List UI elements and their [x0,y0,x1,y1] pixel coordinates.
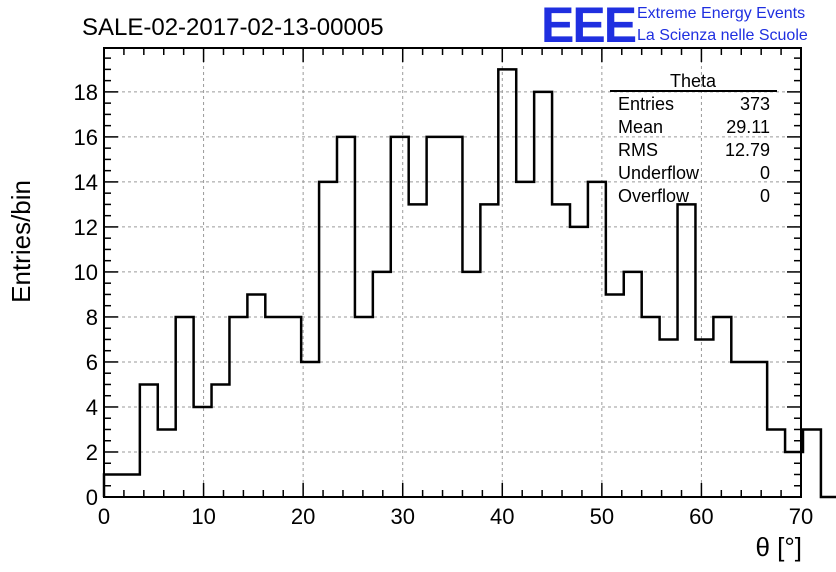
histogram-bin [516,182,534,497]
histogram-bin [337,137,355,497]
eee-logo: EEE Extreme Energy Events La Scienza nel… [541,0,808,53]
histogram-bin [265,317,283,497]
x-axis-label: θ [°] [755,532,802,562]
histogram-bin [713,317,731,497]
y-axis-label: Entries/bin [6,180,36,303]
histogram-bin [570,227,588,497]
stats-title: Theta [670,71,717,91]
histogram-bin [373,272,391,497]
stats-row-value: 0 [760,163,770,183]
histogram-bin [749,362,767,497]
histogram-bin [462,272,480,497]
stats-row-value: 12.79 [725,140,770,160]
histogram-bin [445,137,463,497]
histogram-bin [695,339,713,497]
x-tick-label: 30 [390,504,414,529]
stats-row-label: Underflow [618,163,700,183]
x-tick-label: 50 [590,504,614,529]
y-tick-label: 4 [86,395,98,420]
logo-line-2: La Scienza nelle Scuole [637,27,808,44]
histogram-bin [104,474,122,497]
chart-title: SALE-02-2017-02-13-00005 [82,14,384,41]
histogram-bin [247,294,265,497]
histogram-bin [498,69,516,497]
histogram-bin [588,182,606,497]
logo-line-1: Extreme Energy Events [637,5,805,22]
histogram-bin [140,384,158,497]
stats-row-label: Overflow [618,186,690,206]
stats-row-label: Mean [618,117,663,137]
plot-frame [103,47,802,498]
histogram-bin [301,362,319,497]
y-tick-label: 2 [86,440,98,465]
y-tick-label: 0 [86,485,98,510]
stats-row-value: 373 [740,94,770,114]
y-tick-label: 18 [74,80,98,105]
y-tick-label: 12 [74,215,98,240]
histogram-bin [229,317,247,497]
histogram-bin [427,137,445,497]
histogram-bin [409,204,427,497]
stats-row-value: 29.11 [726,117,770,137]
logo-mark: EEE [541,0,636,53]
histogram-bin [212,384,230,497]
y-tick-label: 16 [74,125,98,150]
histogram-bin [283,317,301,497]
x-tick-label: 20 [291,504,315,529]
histogram-bin [767,429,785,497]
histogram-bin [660,339,678,497]
histogram-outline [102,68,836,499]
histogram-bin [642,317,660,497]
x-tick-label: 60 [689,504,713,529]
stats-row-label: RMS [618,140,658,160]
histogram-bin [552,204,570,497]
histogram-bin [480,204,498,497]
histogram-bin [391,137,409,497]
x-tick-label: 10 [191,504,215,529]
histogram-bin [624,272,642,497]
histogram-bin [176,317,194,497]
y-tick-label: 14 [74,170,98,195]
x-tick-label: 40 [490,504,514,529]
histogram-bin [731,362,749,497]
y-tick-label: 8 [86,305,98,330]
y-tick-label: 10 [74,260,98,285]
histogram-bin [355,317,373,497]
histogram-bin [158,429,176,497]
histogram-bin [319,182,337,497]
stats-box: Theta Entries 373 Mean 29.11 RMS 12.79 Underfl… [610,71,777,206]
histogram-bin [194,407,212,497]
tick-labels: 0 10 20 30 40 50 60 70 0 2 4 6 8 10 12 14 16 18 [74,80,814,529]
histogram-bin [606,294,624,497]
histogram-bin [122,474,140,497]
x-tick-label: 0 [98,504,110,529]
stats-row-value: 0 [760,186,770,206]
histogram-bin [678,204,696,497]
y-tick-label: 6 [86,350,98,375]
stats-rows: Entries 373 Mean 29.11 RMS 12.79 Underflow 0 Ove… [618,94,770,206]
x-tick-label: 70 [789,504,813,529]
stats-row-label: Entries [618,94,674,114]
histogram-bin [534,92,552,497]
histogram-bin [803,429,821,497]
